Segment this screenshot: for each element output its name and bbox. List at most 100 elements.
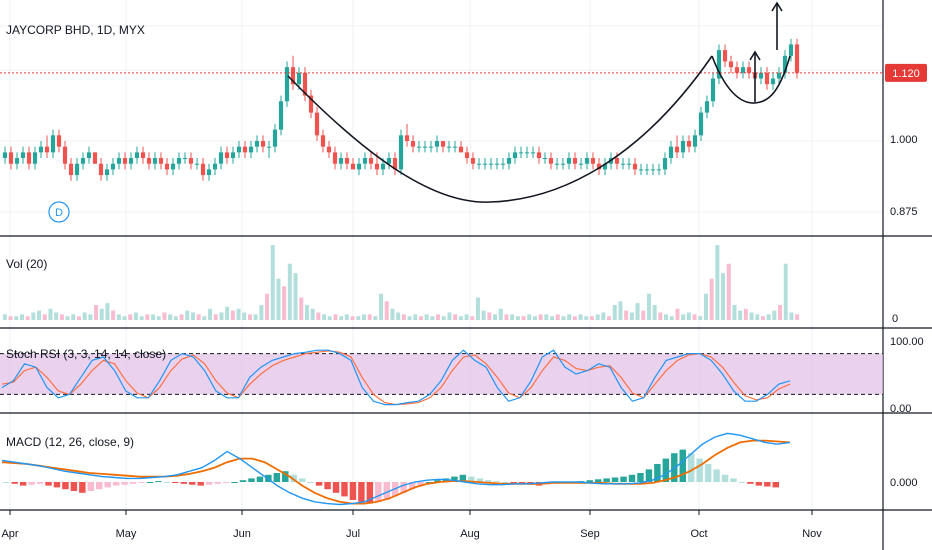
- candle-body: [242, 146, 248, 153]
- macd-histogram-bar: [679, 449, 686, 482]
- candle-body: [590, 158, 596, 164]
- candle-body: [596, 163, 602, 170]
- volume-bar: [350, 316, 355, 320]
- candle-body: [20, 152, 26, 159]
- volume-pane[interactable]: Vol (20): [2, 245, 800, 320]
- time-tick-oct: Oct: [690, 528, 707, 540]
- candle-body: [104, 169, 110, 176]
- candle-body: [164, 163, 170, 170]
- macd-histogram-bar: [62, 482, 69, 490]
- candle-body: [710, 78, 716, 102]
- candle-body: [122, 158, 128, 164]
- volume-bar: [139, 316, 144, 320]
- candle-body: [392, 158, 398, 170]
- candle-body: [422, 146, 428, 148]
- volume-bar: [487, 312, 492, 320]
- candle-body: [134, 152, 140, 159]
- volume-bar: [310, 308, 315, 320]
- volume-bar: [304, 305, 309, 320]
- volume-bar: [550, 316, 555, 320]
- price-tick-0875: 0.875: [890, 206, 918, 218]
- volume-bar: [42, 314, 47, 320]
- macd-histogram-bar: [764, 482, 771, 487]
- candle-body: [578, 163, 584, 165]
- volume-bar: [743, 308, 748, 320]
- time-tick-nov: Nov: [802, 528, 822, 540]
- macd-histogram-bar: [654, 464, 661, 482]
- candle-body: [14, 158, 20, 164]
- time-axis[interactable]: Apr May Jun Jul Aug Sep Oct Nov: [1, 528, 822, 540]
- candle-body: [470, 158, 476, 164]
- volume-bar: [401, 314, 406, 320]
- volume-bar: [339, 316, 344, 320]
- volume-bar: [567, 314, 572, 320]
- volume-bar: [202, 316, 207, 320]
- volume-bar: [54, 312, 59, 320]
- volume-bar: [447, 312, 452, 320]
- volume-bar: [59, 314, 64, 320]
- candle-body: [272, 129, 278, 147]
- candle-body: [278, 101, 284, 130]
- candle-body: [404, 135, 410, 141]
- volume-bar: [105, 303, 110, 320]
- candle-body: [410, 141, 416, 147]
- time-tick-sep: Sep: [580, 528, 600, 540]
- volume-bar: [470, 316, 475, 320]
- volume-bar: [453, 314, 458, 320]
- macd-histogram-bar: [375, 482, 382, 502]
- volume-bar: [738, 310, 743, 320]
- macd-histogram: [3, 449, 779, 504]
- macd-histogram-bar: [772, 482, 779, 488]
- time-tick-may: May: [116, 528, 137, 540]
- macd-histogram-bar: [28, 482, 35, 485]
- dividend-marker[interactable]: D: [48, 201, 70, 223]
- volume-bar: [726, 263, 731, 320]
- macd-histogram-bar: [332, 482, 340, 493]
- candle-body: [140, 152, 146, 159]
- candle-body: [716, 50, 722, 79]
- volume-bar: [498, 308, 503, 320]
- volume-bar: [664, 314, 669, 320]
- stoch-rsi-pane[interactable]: Stoch RSI (3, 3, 14, 14, close): [0, 347, 883, 406]
- candle-body: [698, 112, 704, 136]
- volume-bar: [618, 301, 623, 320]
- volume-bar: [504, 314, 509, 320]
- macd-histogram-bar: [510, 482, 517, 483]
- volume-bar: [538, 314, 543, 320]
- volume-bar: [607, 316, 612, 320]
- candle-body: [236, 146, 242, 153]
- volume-bar: [99, 308, 104, 320]
- macd-histogram-bar: [3, 482, 10, 483]
- macd-histogram-bar: [172, 482, 179, 483]
- candle-body: [788, 44, 794, 56]
- volume-bar: [578, 314, 583, 320]
- volume-bar: [82, 312, 87, 320]
- candle-body: [686, 141, 692, 147]
- volume-bar: [675, 308, 680, 320]
- candle-body: [344, 158, 350, 164]
- macd-title: MACD (12, 26, close, 9): [6, 435, 134, 449]
- candle-body: [254, 141, 260, 147]
- candle-body: [230, 152, 236, 159]
- candle-body: [44, 146, 50, 153]
- candle-body: [494, 163, 500, 165]
- candle-body: [554, 163, 560, 165]
- volume-bar: [783, 263, 788, 320]
- volume-bar: [772, 310, 777, 320]
- volume-bar: [133, 312, 138, 320]
- price-axis[interactable]: 1.000 0.875 1.120 0 100.00 0.00 0.000: [885, 63, 927, 489]
- macd-histogram-bar: [155, 481, 162, 483]
- price-pane[interactable]: JAYCORP BHD, 1D, MYX D: [0, 0, 883, 236]
- macd-histogram-bar: [79, 482, 86, 493]
- macd-histogram-bar: [417, 482, 424, 486]
- macd-pane[interactable]: MACD (12, 26, close, 9): [1, 432, 791, 506]
- price-tick-1000: 1.000: [890, 134, 918, 146]
- candle-body: [602, 163, 608, 170]
- volume-bar: [361, 314, 366, 320]
- macd-signal-line: [1, 439, 791, 505]
- candle-body: [770, 78, 776, 85]
- candle-body: [212, 163, 218, 170]
- macd-histogram-bar: [45, 482, 52, 486]
- candle-body: [284, 67, 290, 102]
